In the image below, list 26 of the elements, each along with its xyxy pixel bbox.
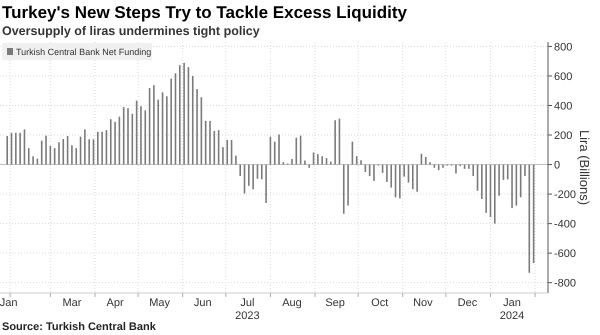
x-tick-label: Jun xyxy=(194,297,212,309)
x-tick-label: Apr xyxy=(106,297,124,309)
y-tick-label: -200 xyxy=(554,188,576,201)
x-tick-label: Aug xyxy=(282,297,302,309)
x-tick-label: Jan 2024 xyxy=(500,297,524,322)
y-tick-label: -600 xyxy=(554,248,576,260)
y-tick-label: 0 xyxy=(554,159,560,172)
x-tick-label: Mar xyxy=(62,297,82,309)
x-tick-label: Jan xyxy=(0,297,18,309)
x-tick-label: Oct xyxy=(371,297,388,309)
x-tick-label: May xyxy=(149,297,171,309)
x-tick-label: Jul 2023 xyxy=(235,297,260,322)
y-tick-label: 600 xyxy=(554,70,572,83)
y-axis-title: Lira (Billions) xyxy=(577,130,592,206)
x-tick-label: Dec xyxy=(458,297,478,309)
y-tick-label: 200 xyxy=(554,130,572,142)
chart-subtitle: Oversupply of liras undermines tight policy xyxy=(2,24,260,38)
x-tick-label: Sep xyxy=(325,297,345,309)
source-note: Source: Turkish Central Bank xyxy=(2,321,157,333)
y-tick-label: -800 xyxy=(554,278,576,290)
y-tick-label: 400 xyxy=(554,100,572,112)
legend-label: Turkish Central Bank Net Funding xyxy=(16,47,152,57)
x-tick-label: Nov xyxy=(413,297,434,309)
y-tick-label: 800 xyxy=(554,41,572,54)
y-tick-label: -400 xyxy=(554,218,576,230)
chart-title: Turkey's New Steps Try to Tackle Excess Liquidity xyxy=(2,3,408,22)
